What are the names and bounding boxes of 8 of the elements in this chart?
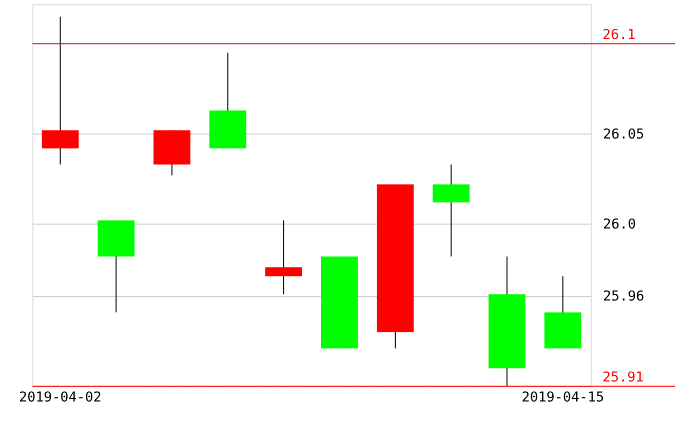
- y-tick-label: 26.0: [603, 216, 636, 232]
- x-tick-label: 2019-04-15: [522, 389, 604, 406]
- y-tick-label: 26.05: [603, 126, 644, 142]
- ref-line-label: 26.1: [602, 26, 636, 43]
- candlestick: [265, 220, 302, 295]
- y-tick-label: 25.96: [603, 288, 644, 305]
- x-tick-label: 2019-04-02: [19, 389, 102, 406]
- ref-line-label: 25.91: [602, 369, 644, 386]
